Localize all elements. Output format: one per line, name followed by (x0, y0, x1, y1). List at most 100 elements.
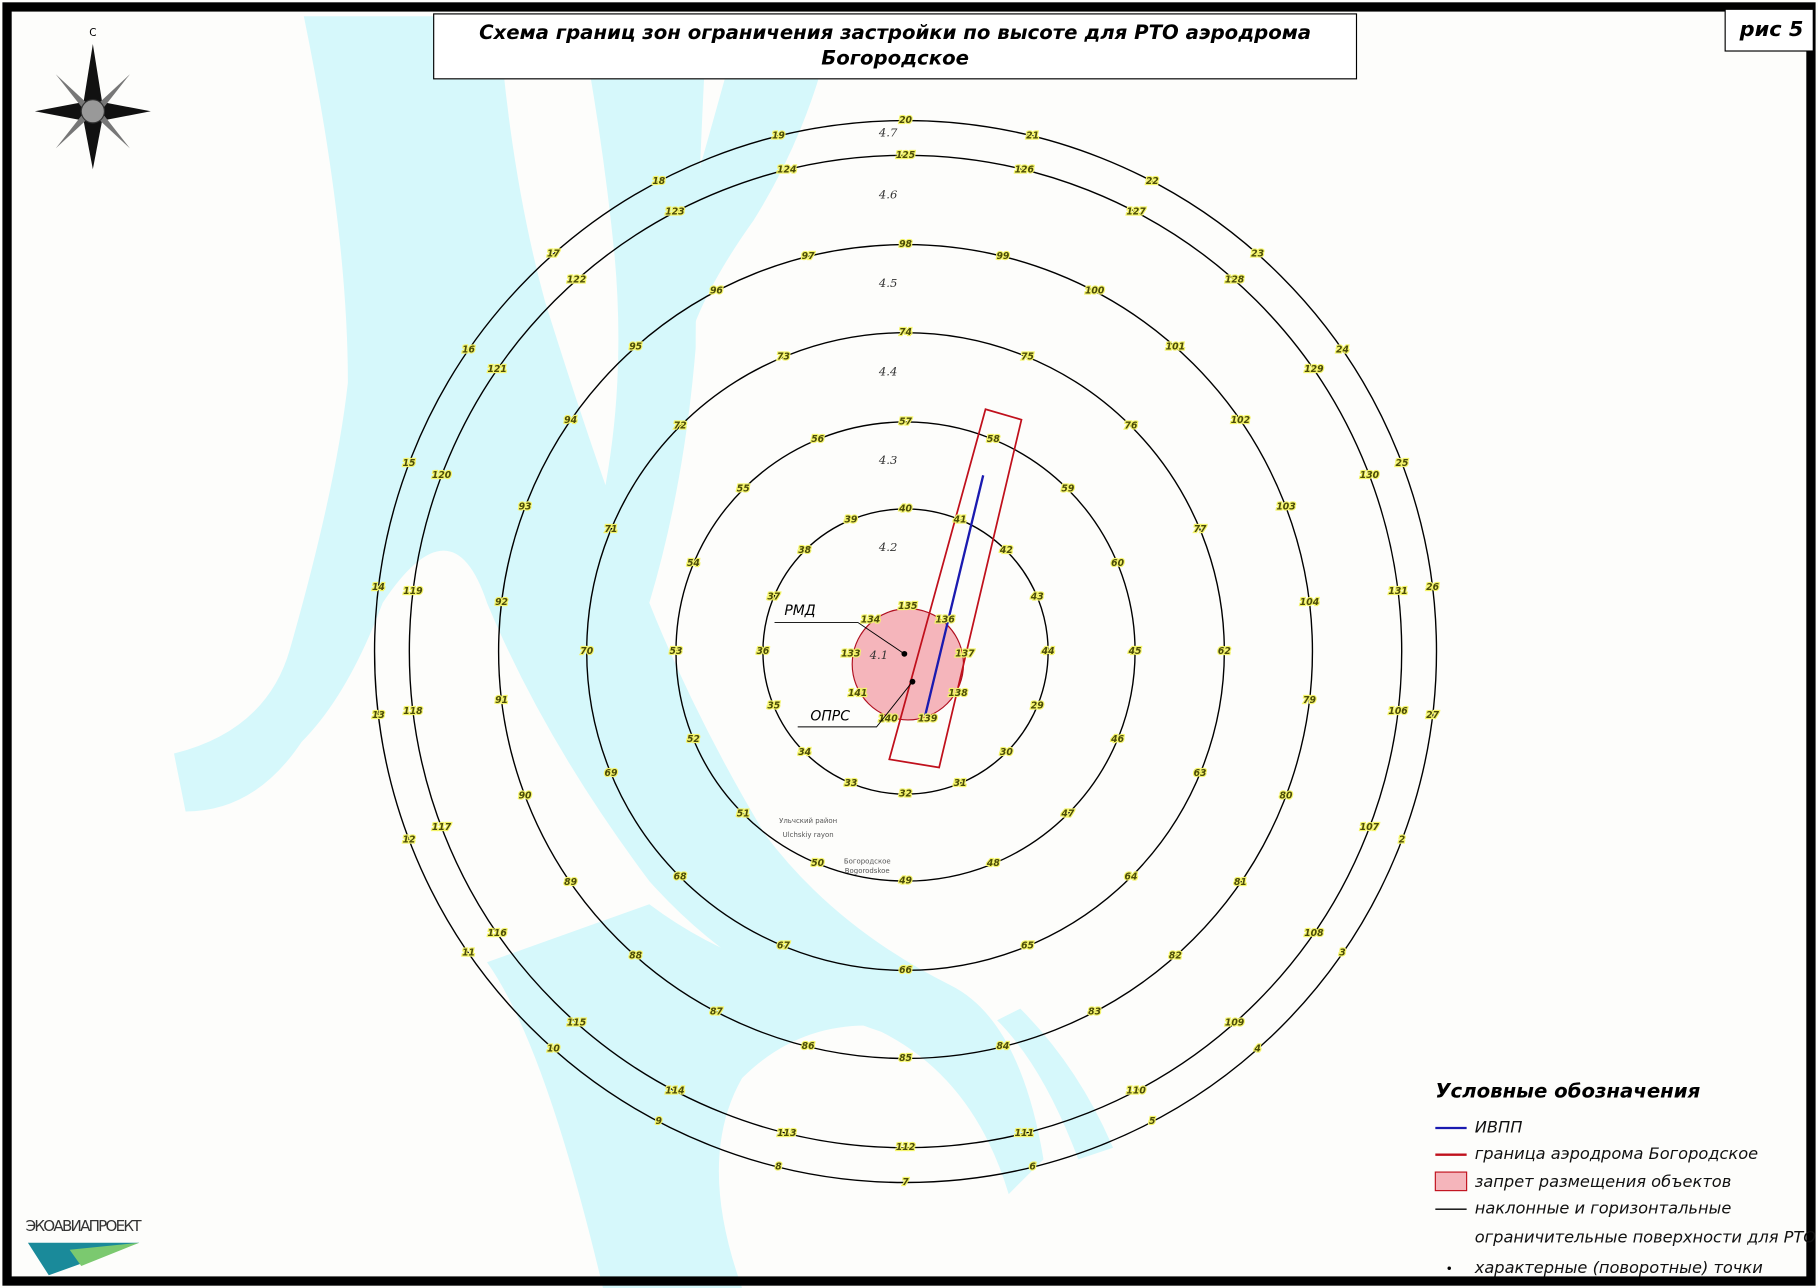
point-label: 118 (403, 706, 423, 717)
point-label: 116 (487, 928, 507, 939)
point-label: 114 (665, 1085, 684, 1096)
point-label: 112 (896, 1142, 915, 1153)
point-label: 91 (495, 695, 508, 706)
point-label: 29 (1031, 701, 1044, 712)
point-label: 14 (372, 582, 385, 593)
point-label: 128 (1225, 275, 1245, 286)
point-label: 115 (567, 1017, 586, 1028)
logo: ЭКОАВИАПРОЕКТ (26, 1217, 143, 1276)
point-label: 64 (1125, 871, 1138, 882)
point-label: 110 (1126, 1085, 1146, 1096)
zone-label: 4.6 (878, 187, 897, 201)
zone-label: 4.4 (878, 365, 897, 379)
point-label: 73 (777, 351, 790, 362)
aerodrome-boundary (888, 408, 1023, 769)
point-label: 134 (861, 614, 880, 625)
title: Богородское (821, 47, 969, 70)
legend-item: ИВПП (1475, 1118, 1523, 1137)
zone-label: 4.5 (878, 276, 897, 290)
point-label: 27 (1426, 710, 1439, 721)
point-label: 52 (687, 734, 700, 745)
point-label: 102 (1231, 415, 1250, 426)
point-label: 40 (898, 503, 912, 514)
point-label: 45 (1128, 646, 1142, 657)
compass-north: С (89, 27, 96, 39)
point-label: 63 (1194, 768, 1207, 779)
point-label: 82 (1169, 951, 1182, 962)
point-label: 15 (403, 458, 416, 469)
point-label: 21 (1026, 130, 1039, 141)
point-label: 135 (898, 601, 917, 612)
point-label: 126 (1015, 164, 1035, 175)
point-label: 109 (1225, 1017, 1245, 1028)
point-label: 133 (841, 649, 860, 660)
point-label: 48 (986, 858, 1000, 869)
point-label: 4 (1253, 1043, 1260, 1054)
legend-item: наклонные и горизонтальные (1475, 1199, 1732, 1218)
point-label: 7 (902, 1177, 909, 1188)
logo-text: ЭКОАВИАПРОЕКТ (26, 1217, 143, 1235)
surface-ring (762, 508, 1049, 795)
point-label: 92 (495, 597, 508, 608)
point-label: 137 (955, 649, 975, 660)
point-label: 47 (1060, 808, 1074, 819)
runway (924, 475, 985, 716)
point-label: 98 (899, 239, 912, 250)
marker-label: РМД (784, 603, 815, 619)
point-label: 50 (811, 858, 824, 869)
point-label: 90 (519, 790, 532, 801)
point-label: 17 (547, 249, 560, 260)
zone-label: 4.3 (878, 453, 897, 467)
point-label: 71 (605, 524, 618, 535)
point-label: 3 (1339, 948, 1345, 959)
point-label: 58 (987, 434, 1000, 445)
point-label: 94 (564, 415, 577, 426)
point-label: 139 (918, 713, 938, 724)
point-label: 22 (1146, 176, 1159, 187)
place-label: Bogorodskoe (845, 867, 890, 875)
point-label: 51 (737, 808, 750, 819)
point-label: 79 (1303, 695, 1316, 706)
point-label: 72 (674, 421, 687, 432)
legend-item: характерные (поворотные) точки (1474, 1258, 1763, 1277)
figure-label: рис 5 (1739, 17, 1804, 41)
point-label: 106 (1388, 706, 1408, 717)
point-label: 5 (1149, 1116, 1155, 1127)
point-label: 121 (487, 364, 506, 375)
labels: 3233343536373839404142434429303149505152… (371, 114, 1441, 1189)
point-label: 123 (665, 207, 684, 218)
point-label: 87 (710, 1006, 723, 1017)
point-label: 81 (1234, 877, 1247, 888)
point-label: 55 (737, 484, 750, 495)
point-label: 108 (1304, 928, 1324, 939)
point-label: 2 (1399, 834, 1405, 845)
point-label: 101 (1166, 341, 1185, 352)
point-label: 141 (848, 688, 867, 699)
point-label: 88 (629, 951, 642, 962)
point-label: 111 (1015, 1128, 1034, 1139)
point-label: 96 (710, 286, 723, 297)
point-label: 66 (899, 965, 912, 976)
point-label: 131 (1388, 586, 1407, 597)
point-label: 77 (1194, 524, 1207, 535)
point-label: 124 (777, 164, 796, 175)
place-label: Богородское (844, 858, 891, 866)
zone-label: 4.1 (869, 648, 888, 662)
rings (373, 119, 1438, 1184)
point-label: 43 (1030, 591, 1044, 602)
point-label: 138 (948, 688, 968, 699)
point-label: 37 (767, 591, 780, 602)
zone-label: 4.7 (878, 125, 898, 139)
point-label: 49 (898, 876, 912, 887)
places: Ульчский район Ulchskiy rayon Богородско… (779, 817, 891, 875)
legend-item: запрет размещения объектов (1475, 1172, 1732, 1191)
point-label: 76 (1125, 421, 1138, 432)
point-label: 120 (432, 470, 452, 481)
point-label: 54 (687, 558, 700, 569)
point-label: 74 (899, 327, 912, 338)
point-label: 19 (772, 130, 785, 141)
surface-ring (675, 421, 1136, 882)
point-label: 67 (777, 941, 790, 952)
